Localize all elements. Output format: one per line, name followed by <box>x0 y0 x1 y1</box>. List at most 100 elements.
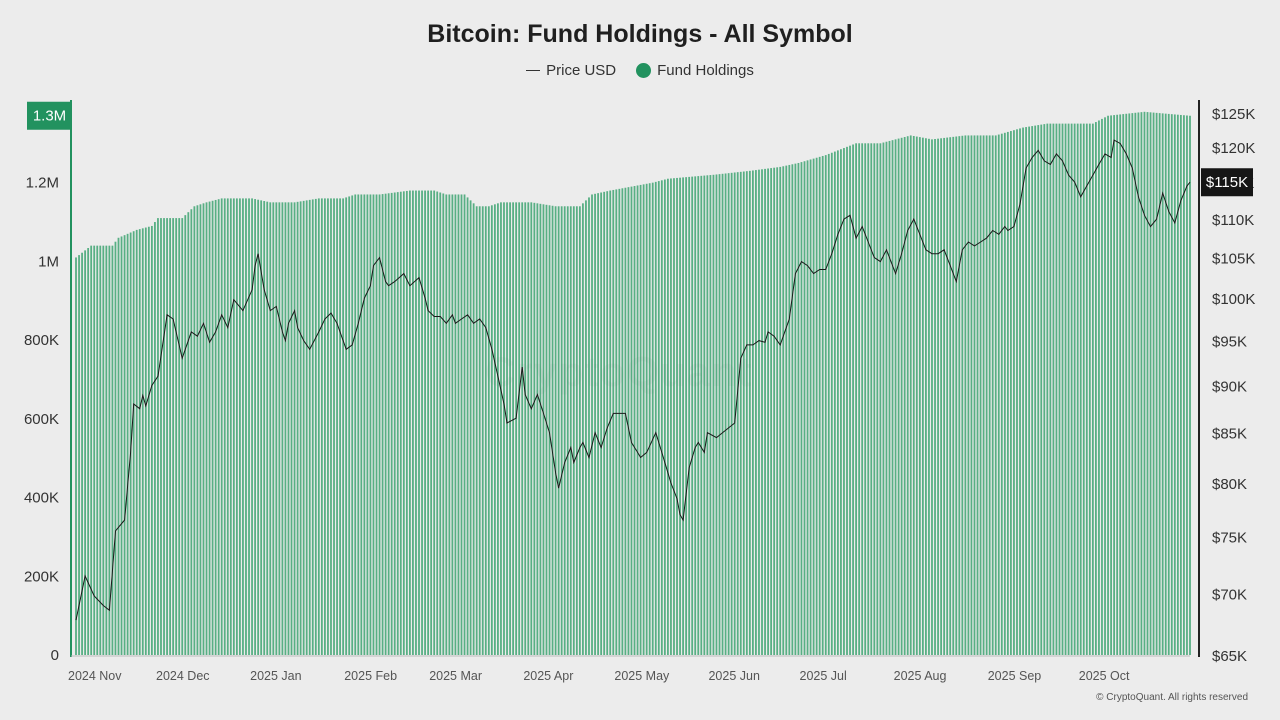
fund-holdings-bar <box>302 200 305 656</box>
fund-holdings-bar <box>254 199 256 655</box>
fund-holdings-bar <box>812 158 815 656</box>
fund-holdings-bar <box>873 143 876 656</box>
fund-holdings-bar <box>855 143 857 656</box>
fund-holdings-bar <box>651 182 654 655</box>
fund-holdings-bar <box>557 206 560 655</box>
fund-holdings-bar <box>733 172 736 656</box>
fund-holdings-bar <box>858 143 861 656</box>
fund-holdings-bar <box>518 202 521 655</box>
fund-holdings-bar <box>548 205 551 656</box>
fund-holdings-bar <box>870 143 873 656</box>
fund-holdings-bar <box>117 237 120 655</box>
x-tick-label: 2025 Aug <box>894 669 947 683</box>
fund-holdings-bar <box>946 137 949 655</box>
fund-holdings-bar <box>676 177 678 655</box>
fund-holdings-bar <box>994 135 997 655</box>
fund-holdings-bar <box>673 178 675 655</box>
fund-holdings-bar <box>724 173 727 656</box>
fund-holdings-bar <box>773 167 776 655</box>
fund-holdings-bar <box>1034 125 1037 656</box>
fund-holdings-bar <box>396 192 399 656</box>
fund-holdings-bar <box>211 200 214 655</box>
fund-holdings-bar <box>251 198 253 655</box>
fund-holdings-bar <box>260 200 263 655</box>
fund-holdings-bar <box>864 143 867 656</box>
fund-holdings-bar <box>918 137 921 656</box>
fund-holdings-bar <box>1067 123 1070 656</box>
fund-holdings-bar <box>885 141 888 656</box>
fund-holdings-bar <box>232 198 235 655</box>
legend-price[interactable]: Price USD <box>526 62 616 79</box>
fund-holdings-bar <box>172 218 175 655</box>
x-axis: 2024 Nov 2024 Dec 2025 Jan 2025 Feb 2025 Mar… <box>68 655 1190 683</box>
fund-holdings-bar <box>357 194 360 655</box>
fund-holdings-bar <box>964 135 967 655</box>
fund-holdings-bar <box>879 143 882 656</box>
fund-holdings-bar <box>967 135 970 655</box>
fund-holdings-bar <box>1164 113 1167 655</box>
fund-holdings-bar <box>876 143 879 656</box>
fund-holdings-bar <box>530 202 533 655</box>
fund-holdings-bar <box>1107 115 1109 656</box>
fund-holdings-bar <box>521 202 524 655</box>
fund-holdings-bar <box>399 191 402 655</box>
fund-holdings-bar <box>457 194 460 655</box>
right-tick-label: $100K <box>1212 291 1255 308</box>
fund-holdings-bar <box>490 205 493 656</box>
right-tick-label: $95K <box>1212 334 1247 351</box>
fund-holdings-bar <box>257 199 260 655</box>
fund-holdings-bar <box>645 183 648 655</box>
fund-holdings-bar <box>925 138 927 656</box>
fund-holdings-bar <box>330 198 332 655</box>
fund-holdings-bar <box>275 202 278 655</box>
fund-holdings-bar <box>833 151 836 655</box>
fund-holdings-bar <box>324 198 326 655</box>
fund-holdings-bar <box>982 135 985 655</box>
fund-holdings-bar <box>1073 123 1076 656</box>
x-tick-label: 2025 May <box>614 669 670 683</box>
fund-holdings-bar <box>937 138 939 655</box>
fund-holdings-bar <box>670 178 672 655</box>
x-tick-label: 2025 Sep <box>988 669 1042 683</box>
right-axis: $65K $70K $75K $80K $85K $90K $95K $100K $105K $1… <box>1198 100 1255 665</box>
fund-holdings-bar <box>730 172 733 655</box>
legend-price-label: Price USD <box>546 62 617 79</box>
fund-holdings-bar <box>93 245 96 655</box>
fund-holdings-bar <box>712 174 715 656</box>
fund-holdings-bar <box>566 206 569 655</box>
fund-holdings-bar <box>466 197 469 656</box>
fund-holdings-bar <box>205 202 208 655</box>
fund-holdings-bar <box>591 194 593 655</box>
fund-holdings-bar <box>500 202 502 655</box>
fund-holdings-bar <box>1058 123 1061 656</box>
fund-holdings-bar <box>454 194 457 655</box>
legend-holdings[interactable]: Fund Holdings <box>636 62 754 79</box>
fund-holdings-bar <box>430 190 433 655</box>
fund-holdings-bar <box>906 136 909 655</box>
fund-holdings-bar <box>803 161 806 656</box>
fund-holdings-bar <box>163 218 165 655</box>
fund-holdings-bar <box>384 193 387 655</box>
fund-holdings-bar <box>970 135 973 655</box>
legend-holdings-label: Fund Holdings <box>657 62 754 79</box>
fund-holdings-bar <box>305 200 308 655</box>
fund-holdings-bar <box>657 181 660 655</box>
fund-holdings-bar <box>912 135 915 656</box>
fund-holdings-bar <box>806 160 809 655</box>
x-tick-label: 2025 Apr <box>523 669 573 683</box>
fund-holdings-bar <box>997 134 1000 656</box>
fund-holdings-bar <box>569 206 572 655</box>
fund-holdings-bar <box>630 186 633 655</box>
x-tick-label: 2025 Jan <box>250 669 301 683</box>
fund-holdings-bar <box>135 229 138 655</box>
fund-holdings-bar <box>694 176 697 656</box>
fund-holdings-bar <box>782 166 785 655</box>
fund-holdings-bar <box>472 203 475 655</box>
fund-holdings-bar <box>220 198 223 655</box>
fund-holdings-bar <box>949 137 952 655</box>
fund-holdings-bar <box>794 163 797 655</box>
fund-holdings-bar <box>721 173 724 656</box>
fund-holdings-bar <box>706 175 709 655</box>
fund-holdings-bar <box>354 194 357 655</box>
fund-holdings-bar <box>764 168 766 655</box>
